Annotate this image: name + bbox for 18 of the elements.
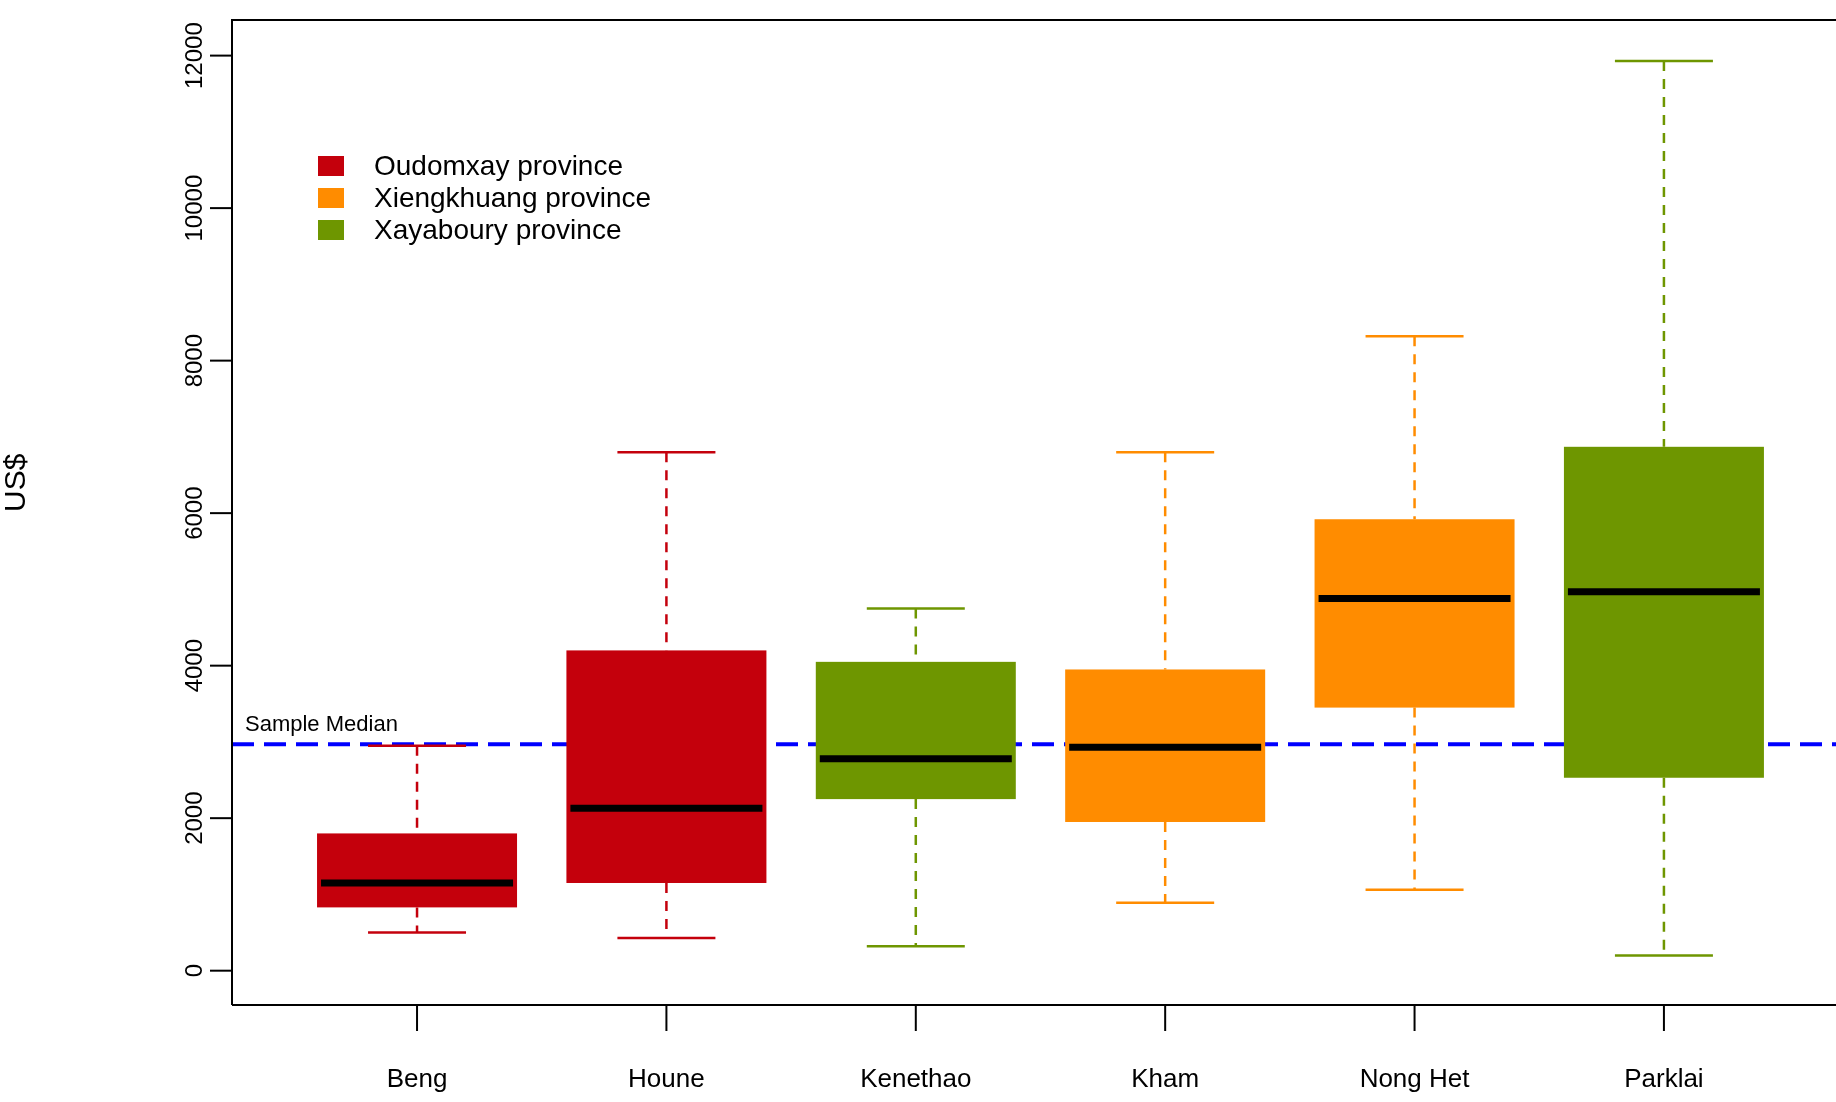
x-tick-label: Kenethao bbox=[860, 1063, 972, 1094]
y-axis-title: US$ bbox=[0, 453, 31, 512]
x-tick-label: Beng bbox=[386, 1063, 448, 1094]
y-tick-label: 6000 bbox=[180, 486, 207, 540]
legend-label: Oudomxay province bbox=[374, 150, 624, 182]
x-tick-label: Nong Het bbox=[1359, 1063, 1471, 1094]
ref-line-label: Sample Median bbox=[245, 710, 398, 736]
y-tick-label: 12000 bbox=[180, 22, 207, 89]
legend-label: Xiengkhuang province bbox=[374, 182, 652, 214]
y-tick-label: 10000 bbox=[180, 174, 207, 242]
legend-label: Xayaboury province bbox=[374, 214, 622, 246]
y-tick-label: 4000 bbox=[180, 638, 207, 693]
x-tick-label: Parklai bbox=[1624, 1063, 1704, 1094]
y-tick-label: 8000 bbox=[180, 333, 207, 388]
x-tick-label: Kham bbox=[1131, 1063, 1200, 1094]
x-tick-label: Houne bbox=[628, 1063, 705, 1094]
y-tick-label: 2000 bbox=[180, 791, 207, 845]
y-tick-label: 0 bbox=[180, 964, 207, 978]
